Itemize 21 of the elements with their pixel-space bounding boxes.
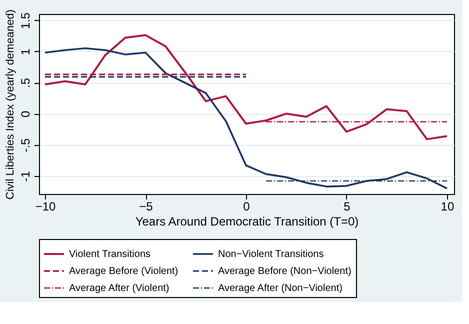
x-tick-label: 0 — [243, 200, 250, 214]
x-tick-label: 10 — [440, 200, 454, 214]
y-tick-label: .5 — [18, 78, 32, 88]
line-series — [44, 47, 448, 190]
x-tick-label: −10 — [35, 200, 56, 214]
legend-label: Non−Violent Transitions — [218, 249, 324, 260]
y-axis-title: Civil Liberties Index (yearly demeaned) — [4, 9, 16, 200]
y-tick-label: 1 — [18, 48, 32, 56]
y-tick-label: 1.5 — [18, 12, 32, 30]
legend-label: Average After (Violent) — [69, 283, 170, 294]
x-tick-label: 5 — [344, 200, 351, 214]
y-tick-label: 0 — [18, 110, 32, 118]
x-axis-title: Years Around Democratic Transition (T=0) — [135, 214, 359, 228]
y-tick-label: -1 — [18, 170, 32, 182]
legend-label: Average After (Non−Violent) — [218, 283, 342, 294]
legend-label: Average Before (Non−Violent) — [218, 266, 352, 277]
legend-label: Average Before (Violent) — [69, 266, 178, 277]
line-series — [44, 34, 448, 140]
x-tick-label: −5 — [139, 200, 154, 214]
legend-label: Violent Transitions — [69, 249, 151, 260]
y-tick-label: -.5 — [18, 138, 32, 152]
